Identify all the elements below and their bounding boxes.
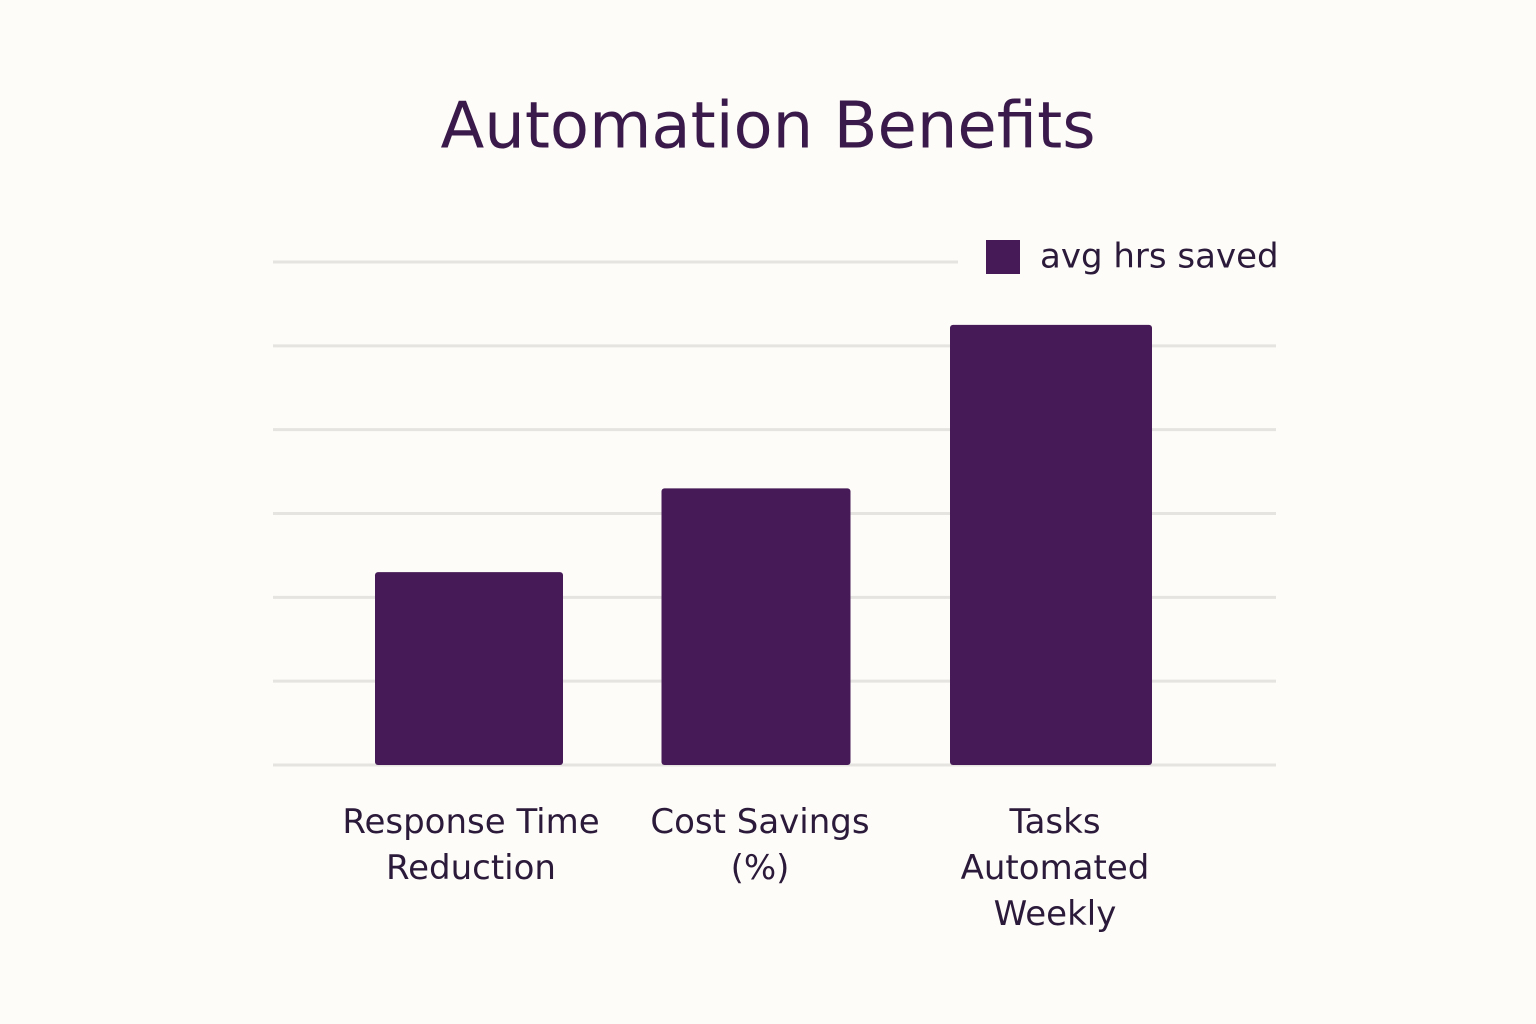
bar [375,572,563,765]
legend-label: avg hrs saved [1040,237,1279,277]
chart-title: Automation Benefits [440,90,1095,164]
x-tick-label: Response Time Reduction [342,802,600,888]
x-tick-label: Tasks Automated Weekly [960,802,1150,934]
x-tick-label: Cost Savings (%) [650,802,870,888]
bar [950,324,1152,765]
bar [661,488,851,765]
legend-swatch [986,240,1020,274]
